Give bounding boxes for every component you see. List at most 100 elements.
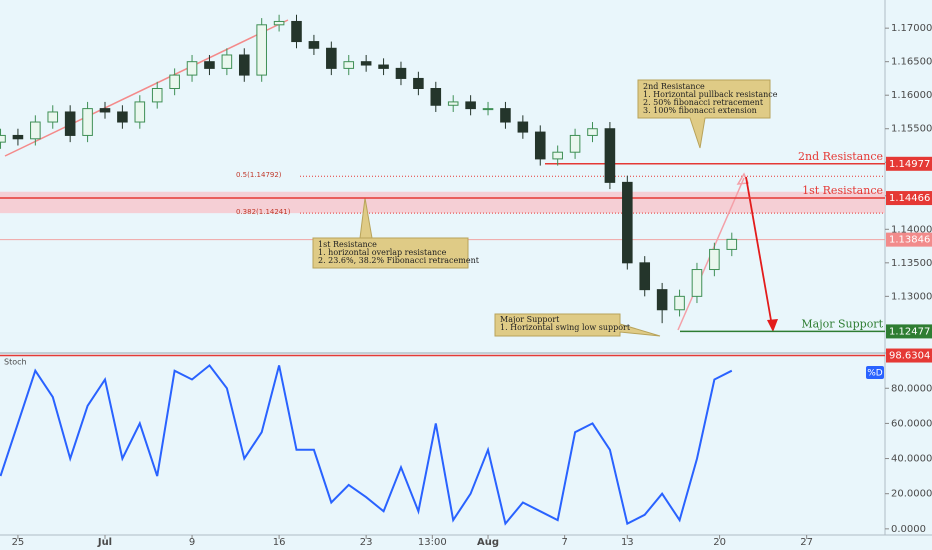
candle-body [256, 24, 267, 76]
candle-body [117, 111, 128, 123]
price-tag-label: 98.6304 [889, 351, 930, 362]
candle-body [343, 61, 355, 69]
level-name: 1st Resistance [802, 184, 883, 197]
candle-body [47, 111, 59, 123]
y-tick-label: 1.13500 [891, 258, 932, 269]
candle-body [674, 295, 685, 311]
callout [637, 79, 771, 149]
resistance-zone [0, 191, 885, 214]
candle-body [134, 101, 146, 123]
x-tick-label: Jul [97, 537, 112, 548]
y-tick-label: 1.14000 [891, 224, 932, 235]
x-tick-label: 7 [561, 537, 567, 548]
candle-body [726, 238, 738, 250]
trend-line [4, 19, 289, 157]
price-tag [886, 191, 932, 206]
y-tick-label: 20.0000 [891, 489, 932, 500]
level-name: 2nd Resistance [798, 150, 883, 163]
candle-body [517, 121, 529, 133]
candle-body [465, 101, 476, 110]
y-tick-label: 40.0000 [891, 454, 932, 465]
price-tag-label: 1.14466 [889, 193, 930, 204]
callout [312, 197, 469, 269]
x-tick-label: 25 [12, 537, 25, 548]
y-tick-label: 60.0000 [891, 418, 932, 429]
fib-label: 0.5(1.14792) [236, 171, 282, 179]
candle-body [291, 20, 302, 43]
candle-body [326, 47, 337, 69]
legend-tag [866, 366, 884, 379]
candle-body [99, 108, 111, 113]
x-tick-label: 13:00 [418, 537, 447, 548]
candle-body [413, 77, 424, 90]
level-name: Major Support [801, 317, 883, 330]
candle-body [500, 108, 511, 123]
candle-body [82, 108, 93, 136]
candle-body [656, 289, 668, 311]
candle-body [186, 61, 198, 76]
y-tick-label: 0.0000 [891, 524, 926, 535]
x-tick-label: 13 [621, 537, 634, 548]
price-tag-label: 1.14977 [889, 159, 930, 170]
candle-body [604, 128, 616, 183]
annotation-text: 2. 23.6%, 38.2% Fibonacci retracement [318, 256, 480, 265]
price-tag [886, 348, 932, 363]
candle-body [378, 64, 389, 69]
candle-body [587, 128, 598, 136]
annotation-text: 2nd Resistance [643, 82, 705, 91]
candle-body [395, 67, 407, 79]
projection-arrow [767, 319, 778, 332]
price-tag [886, 156, 932, 171]
candle-body [204, 61, 215, 69]
candle-body [430, 88, 442, 106]
candle-body [12, 134, 24, 140]
price-tag [886, 232, 932, 247]
projection-line [745, 176, 773, 327]
x-tick-label: 9 [189, 537, 195, 548]
annotation-text: 3. 100% fibonacci extension [643, 106, 757, 115]
x-tick-label: Aug [477, 537, 499, 548]
y-tick-label: 1.13000 [891, 291, 932, 302]
y-tick-label: 1.16000 [891, 90, 932, 101]
candle-body [447, 101, 459, 106]
y-tick-label: 1.17000 [891, 23, 932, 34]
x-tick-label: 27 [800, 537, 813, 548]
annotation-text: Major Support [500, 315, 560, 324]
candle-body [64, 111, 76, 136]
x-tick-label: 20 [713, 537, 726, 548]
candle-body [639, 262, 651, 291]
callout [494, 313, 661, 337]
candle-body [151, 88, 163, 103]
candle-body [30, 121, 41, 140]
candle-body [552, 151, 563, 160]
candle-body [221, 54, 233, 69]
stoch-title: Stoch [4, 358, 27, 367]
candle-body [569, 134, 581, 153]
legend-label: %D [867, 369, 883, 379]
x-tick-label: 16 [273, 537, 286, 548]
candle-body [360, 61, 372, 66]
candle-body [691, 269, 703, 297]
price-tag-label: 1.12477 [889, 326, 930, 337]
annotation-text: 1. horizontal overlap resistance [318, 248, 447, 257]
y-tick-label: 1.15500 [891, 124, 932, 135]
annotation-text: 2. 50% fibonacci retracement [643, 98, 764, 107]
candle-body [709, 248, 720, 271]
y-tick-label: 80.0000 [891, 383, 932, 394]
annotation-text: 1. Horizontal pullback resistance [643, 90, 778, 99]
fib-label: 0.382(1.14241) [236, 208, 291, 216]
candle-body [238, 54, 250, 76]
candle-body [308, 41, 320, 49]
candle-body [482, 108, 494, 111]
annotation-text: 1st Resistance [318, 240, 377, 249]
price-tag [886, 324, 932, 339]
x-tick-label: 23 [360, 537, 373, 548]
annotation-text: 1. Horizontal swing low support [500, 323, 631, 332]
y-tick-label: 1.16500 [891, 57, 932, 68]
stoch-line [0, 363, 733, 526]
candle-body [622, 181, 633, 264]
candle-body [169, 74, 180, 90]
candle-body [0, 134, 6, 143]
